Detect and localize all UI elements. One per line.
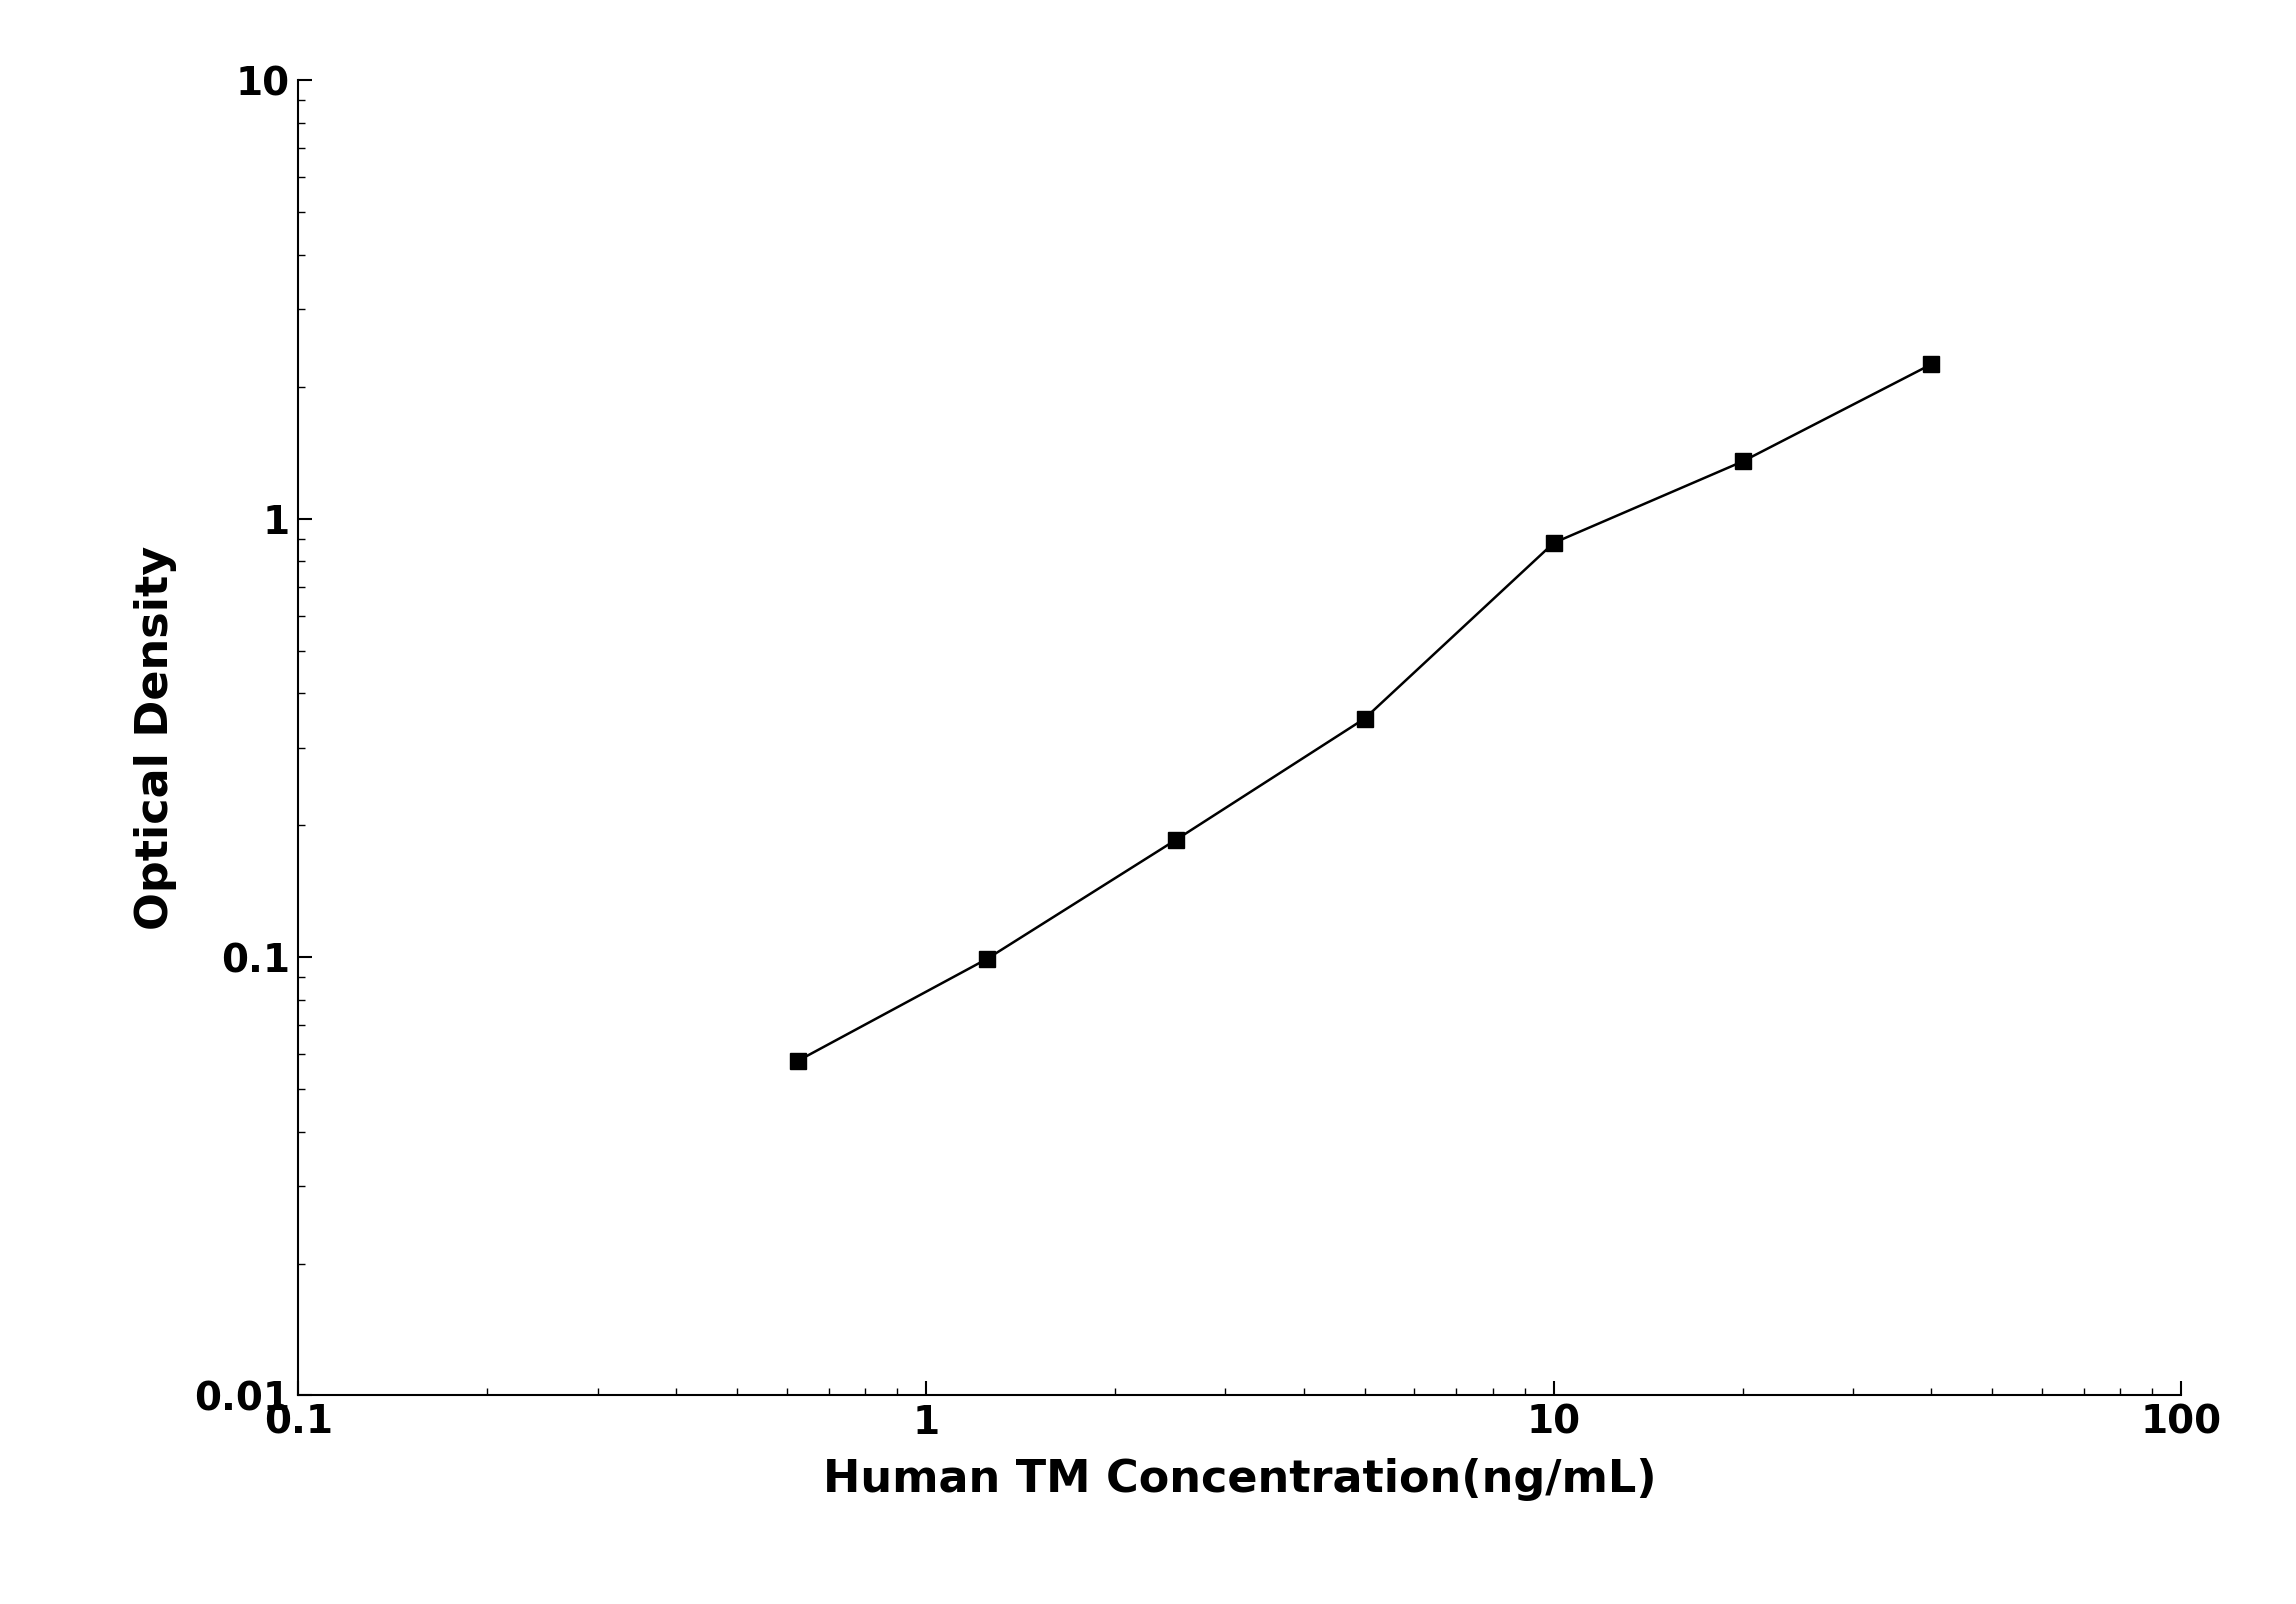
Y-axis label: Optical Density: Optical Density: [135, 545, 177, 930]
X-axis label: Human TM Concentration(ng/mL): Human TM Concentration(ng/mL): [822, 1458, 1658, 1501]
